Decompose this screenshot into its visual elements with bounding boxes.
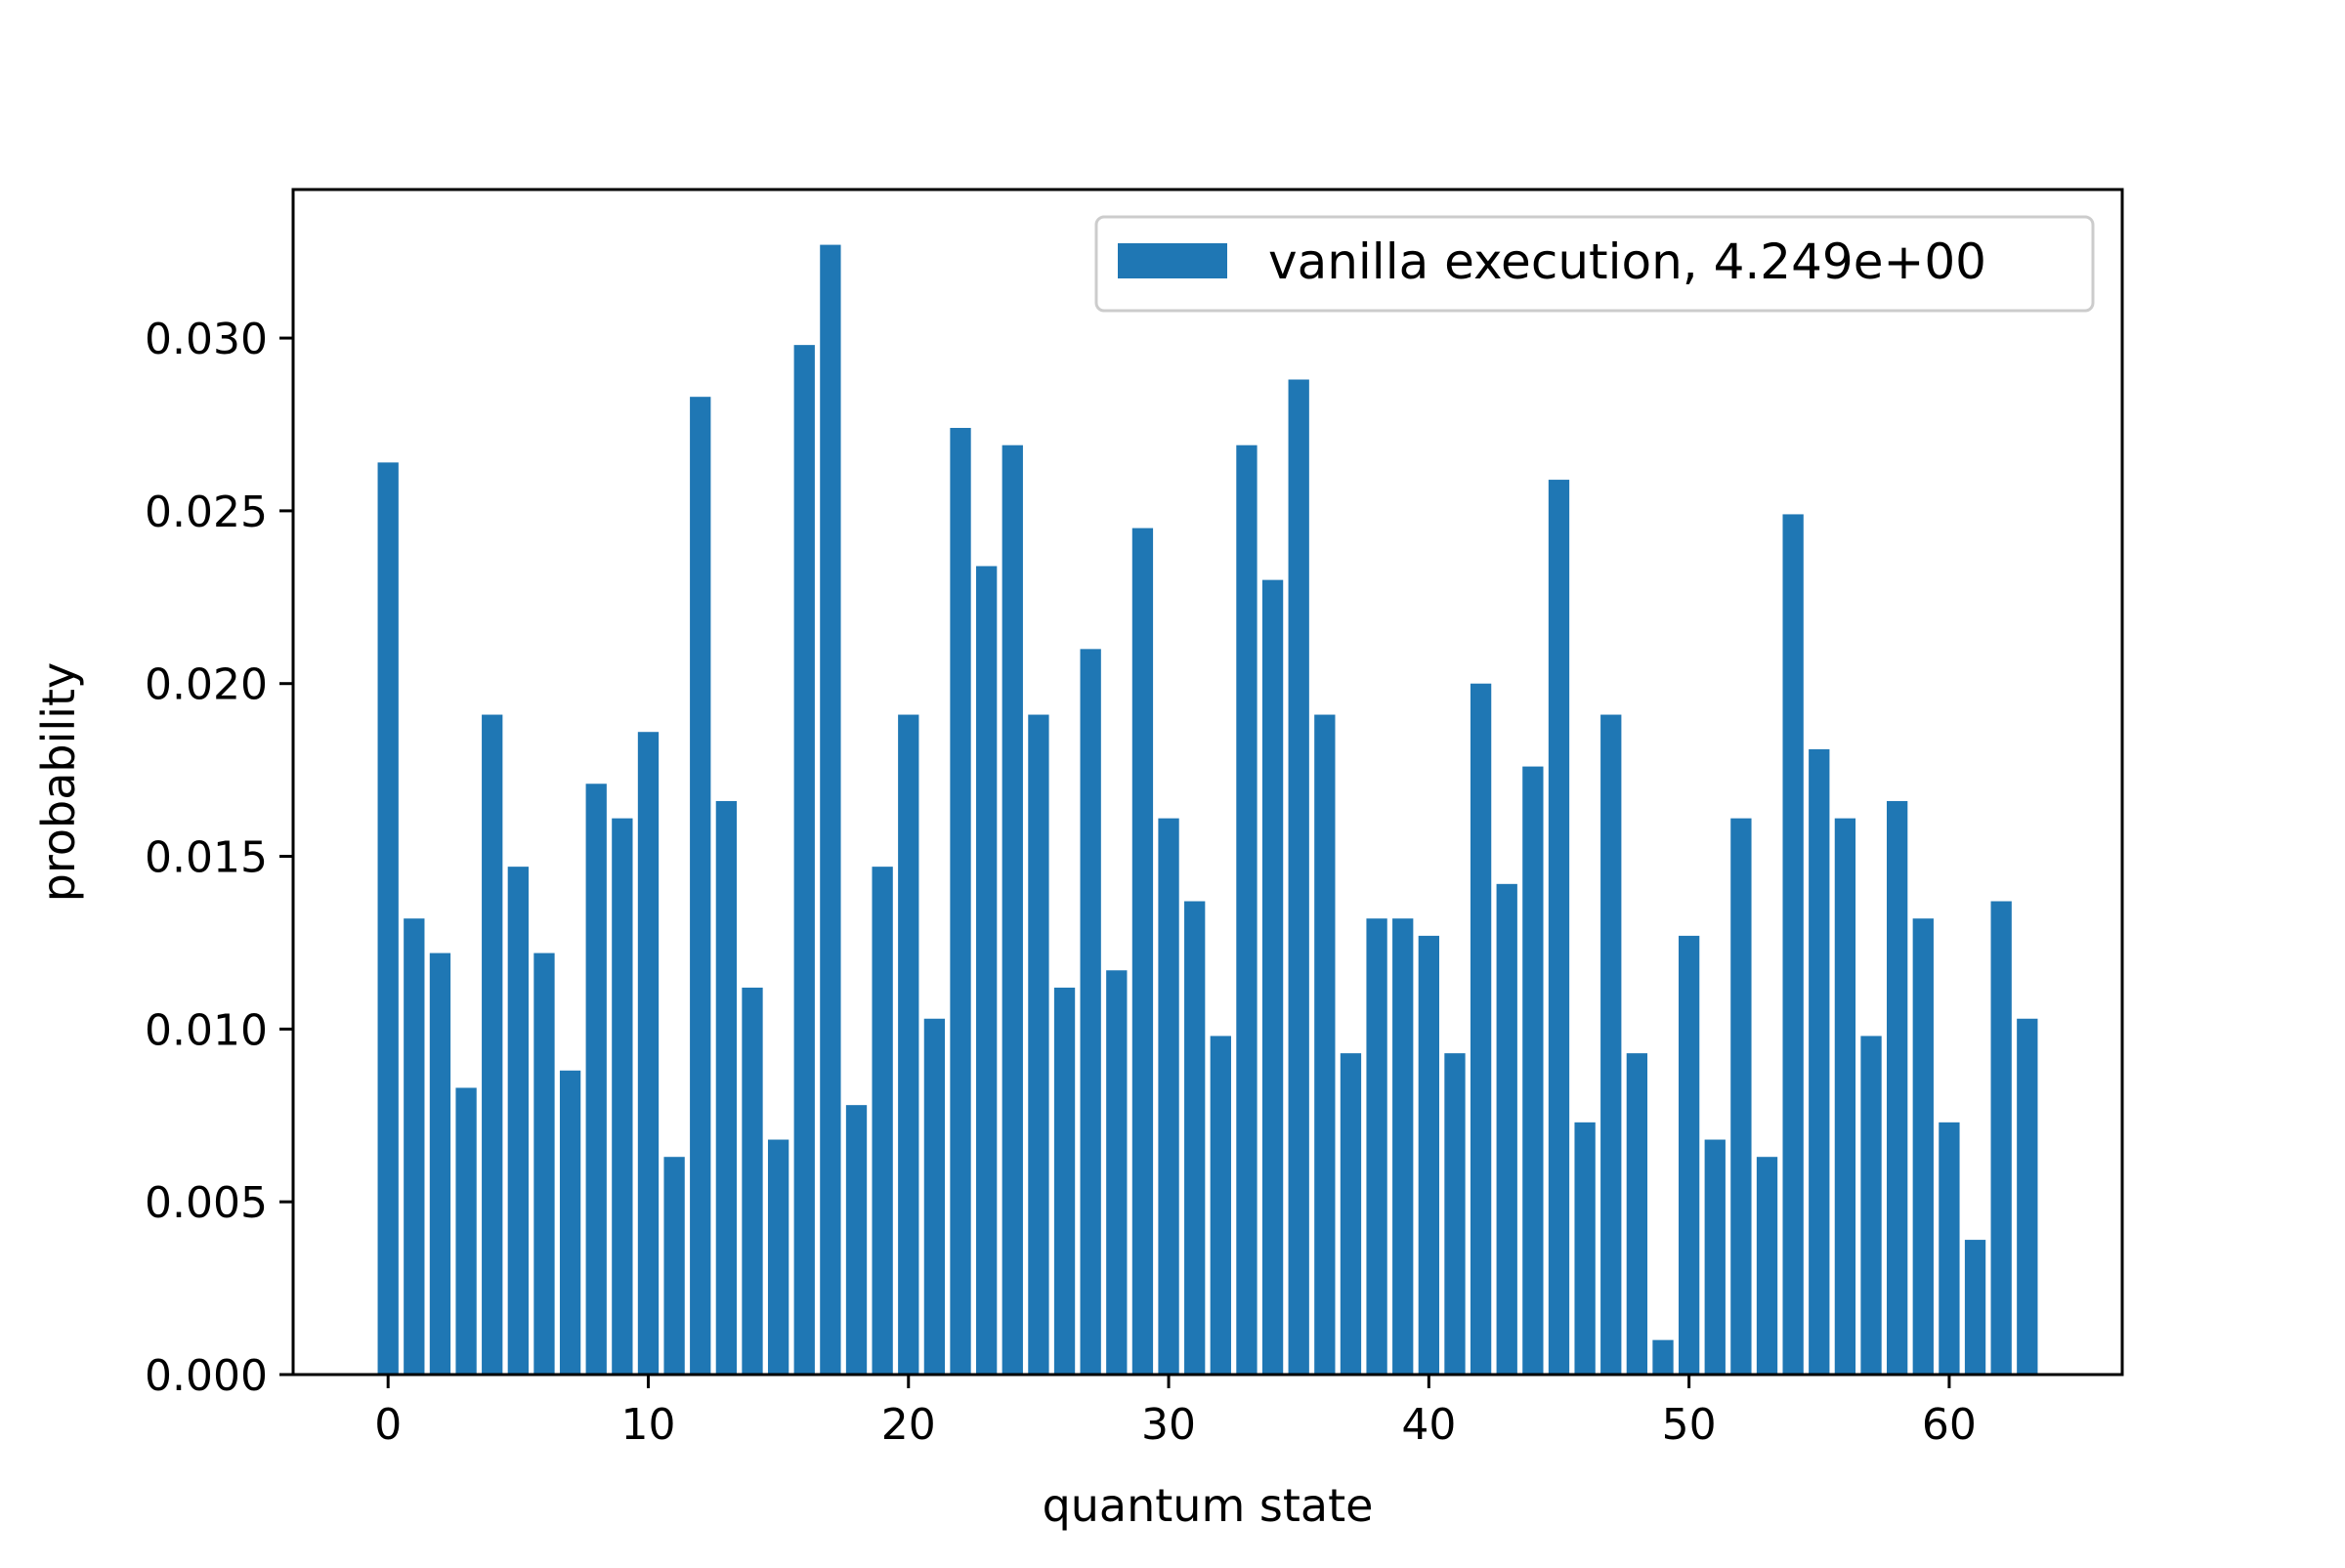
bar-state-2 — [429, 953, 451, 1375]
bar-state-13 — [715, 800, 738, 1375]
bar-state-41 — [1444, 1053, 1466, 1375]
bar-state-53 — [1756, 1157, 1778, 1375]
legend-box — [1094, 215, 2095, 313]
bar-state-18 — [845, 1105, 868, 1375]
legend-swatch — [1118, 243, 1227, 278]
bar-state-6 — [533, 953, 555, 1375]
bar-state-54 — [1782, 514, 1804, 1375]
bar-state-51 — [1704, 1139, 1726, 1375]
x-axis-title: quantum state — [1043, 1479, 1374, 1532]
bar-state-62 — [1990, 901, 2012, 1375]
bar-state-40 — [1418, 935, 1439, 1375]
bar-state-21 — [923, 1018, 946, 1375]
bar-state-0 — [377, 462, 399, 1375]
bar-state-36 — [1314, 714, 1336, 1375]
bar-state-7 — [559, 1070, 581, 1375]
bar-state-45 — [1548, 480, 1570, 1375]
x-tick-label: 40 — [1401, 1400, 1456, 1450]
bar-state-52 — [1730, 818, 1752, 1375]
x-tick-label: 50 — [1662, 1400, 1717, 1450]
bar-state-24 — [1002, 445, 1023, 1376]
bar-state-49 — [1652, 1339, 1674, 1375]
bar-state-63 — [2017, 1018, 2038, 1375]
bar-state-26 — [1053, 987, 1076, 1375]
legend-label: vanilla execution, 4.249e+00 — [1268, 233, 1986, 290]
bar-state-34 — [1261, 579, 1284, 1375]
x-tick-label: 20 — [881, 1400, 936, 1450]
bar-state-11 — [663, 1157, 685, 1375]
bar-state-57 — [1860, 1036, 1882, 1375]
bar-state-28 — [1106, 970, 1128, 1375]
bar-state-38 — [1366, 918, 1387, 1375]
bar-state-46 — [1574, 1122, 1596, 1375]
bar-state-27 — [1080, 649, 1101, 1375]
bar-state-1 — [404, 918, 425, 1375]
bar-state-50 — [1678, 935, 1700, 1375]
bar-state-15 — [767, 1139, 789, 1375]
y-tick-label: 0.000 — [145, 1351, 268, 1401]
x-tick-label: 60 — [1922, 1400, 1977, 1450]
bar-state-47 — [1600, 714, 1622, 1375]
y-tick-label: 0.020 — [145, 660, 268, 710]
bar-state-60 — [1939, 1122, 1960, 1375]
bar-state-56 — [1834, 818, 1856, 1375]
y-tick-label: 0.005 — [145, 1178, 268, 1228]
bar-state-55 — [1809, 748, 1830, 1375]
bar-state-19 — [872, 867, 893, 1375]
y-axis-title: probability — [32, 662, 85, 902]
x-tick-label: 30 — [1141, 1400, 1196, 1450]
bar-state-23 — [976, 566, 998, 1375]
bar-state-22 — [950, 428, 971, 1375]
bar-state-25 — [1028, 714, 1049, 1375]
bar-state-9 — [612, 818, 633, 1375]
bar-state-10 — [637, 732, 660, 1375]
bar-state-14 — [742, 987, 763, 1375]
y-tick-label: 0.025 — [145, 487, 268, 537]
bar-state-59 — [1912, 918, 1934, 1375]
axes-frame — [291, 188, 2124, 1377]
bar-state-48 — [1626, 1053, 1648, 1375]
x-tick-label: 10 — [620, 1400, 675, 1450]
bar-state-43 — [1496, 883, 1517, 1375]
ticks-group: 0 10 20 30 40 50 60 0.000 0.005 0.010 0.015 0.020 0.… — [145, 315, 1977, 1450]
bar-state-42 — [1470, 683, 1492, 1375]
y-tick-label: 0.010 — [145, 1005, 268, 1055]
y-tick-label: 0.030 — [145, 315, 268, 364]
bar-state-12 — [690, 397, 711, 1375]
bar-state-33 — [1236, 445, 1258, 1376]
bar-state-17 — [820, 244, 841, 1375]
bar-state-37 — [1340, 1053, 1362, 1375]
bar-state-8 — [585, 784, 607, 1375]
y-tick-label: 0.015 — [145, 833, 268, 883]
x-tick-label: 0 — [374, 1400, 402, 1450]
bar-state-3 — [455, 1087, 477, 1375]
bar-state-39 — [1392, 918, 1414, 1375]
bar-state-44 — [1522, 766, 1544, 1375]
bar-state-61 — [1964, 1240, 1986, 1375]
bar-state-4 — [482, 714, 503, 1375]
bar-state-16 — [793, 345, 815, 1376]
legend: vanilla execution, 4.249e+00 — [1094, 215, 2095, 313]
bar-state-29 — [1131, 528, 1154, 1375]
bar-state-5 — [507, 867, 529, 1375]
bar-state-20 — [898, 714, 919, 1375]
bar-state-30 — [1158, 818, 1179, 1375]
bar-state-58 — [1887, 800, 1908, 1375]
bar-state-35 — [1288, 379, 1309, 1375]
bars-group — [377, 244, 2038, 1376]
bar-state-32 — [1210, 1036, 1231, 1375]
bar-state-31 — [1184, 901, 1206, 1375]
